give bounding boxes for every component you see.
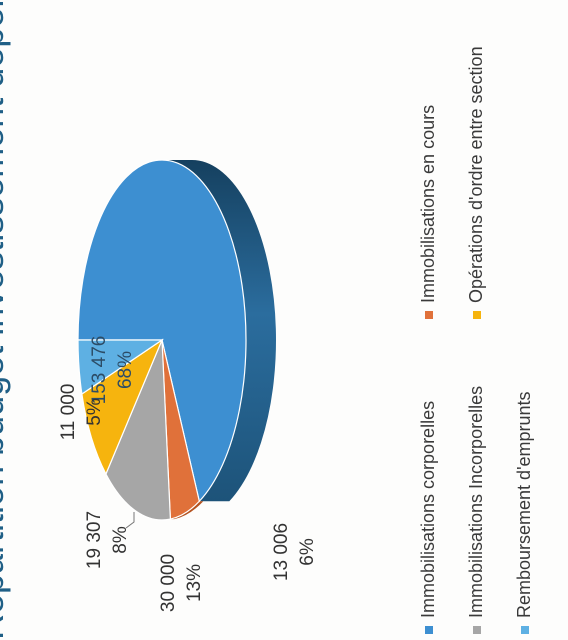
legend-label: Immobilisations Incorporelles — [466, 385, 486, 618]
legend-label: Opérations d'ordre entre section — [466, 46, 486, 303]
legend-item: Remboursement d'emprunts — [514, 391, 535, 634]
data-label-percent: 6% — [297, 538, 318, 566]
legend-item: Opérations d'ordre entre section — [466, 46, 487, 319]
data-label-percent: 8% — [110, 526, 131, 554]
legend-swatch — [521, 626, 530, 634]
pie-slice — [105, 339, 172, 521]
data-label-percent: 5% — [84, 398, 105, 426]
legend-swatch — [425, 311, 434, 319]
data-label-percent: 13% — [184, 564, 205, 602]
pie-slice — [77, 159, 247, 503]
data-label-value: 153 476 — [89, 336, 110, 405]
pie-slice — [77, 339, 164, 396]
pie-slice — [81, 338, 164, 476]
legend-swatch — [473, 311, 482, 319]
legend-swatch — [473, 626, 482, 634]
leader-line — [125, 512, 135, 529]
data-label-value: 11 000 — [58, 384, 79, 441]
legend-label: Immobilisations corporelles — [418, 400, 438, 618]
pie-chart: 153 476 68% 13 006 6% 30 000 13% 19 307 8% 11 00… — [58, 159, 318, 612]
data-label-percent: 68% — [115, 351, 136, 389]
data-label-value: 30 000 — [158, 554, 179, 612]
data-label-value: 19 307 — [84, 511, 105, 569]
legend-swatch — [425, 626, 434, 634]
slice-side — [162, 160, 276, 502]
legend-item: Immobilisations en cours — [418, 105, 439, 319]
legend-item: Immobilisations corporelles — [418, 401, 439, 634]
data-label-value: 13 006 — [271, 523, 292, 581]
legend-label: Immobilisations en cours — [418, 104, 438, 303]
legend-label: Remboursement d'emprunts — [514, 391, 534, 618]
legend-item: Immobilisations Incorporelles — [466, 386, 487, 634]
